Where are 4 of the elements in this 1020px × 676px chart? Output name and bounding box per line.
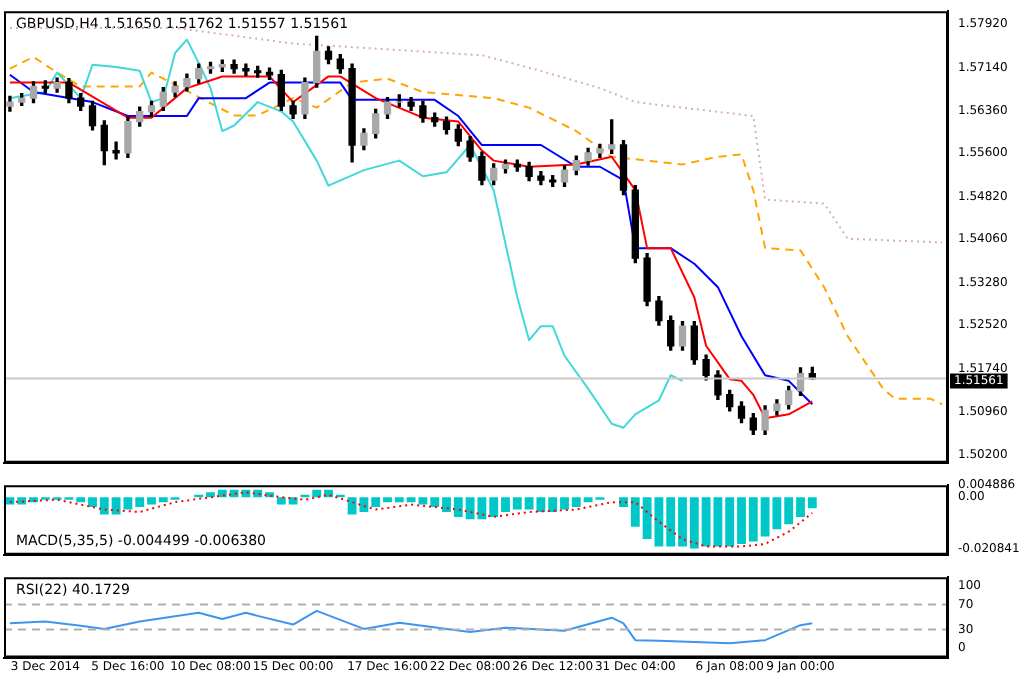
line-series bbox=[8, 55, 944, 406]
line-series bbox=[8, 26, 944, 244]
line-series bbox=[8, 491, 814, 548]
candlestick bbox=[112, 141, 120, 160]
